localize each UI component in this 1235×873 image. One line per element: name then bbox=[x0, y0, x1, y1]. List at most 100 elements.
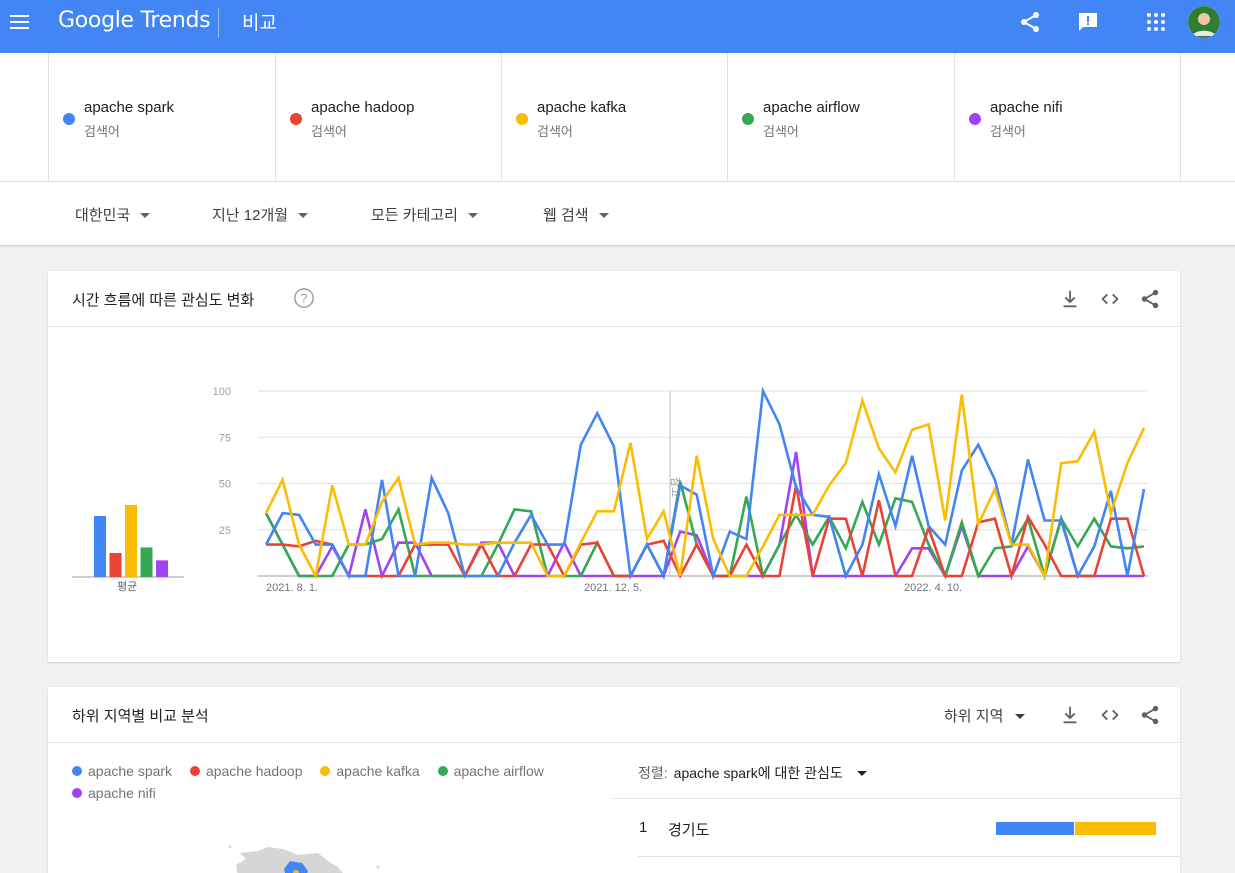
card-title: 시간 흐름에 따른 관심도 변화 bbox=[72, 292, 255, 309]
apps-icon[interactable] bbox=[1144, 10, 1168, 34]
term-type: 검색어 bbox=[84, 124, 120, 139]
subregion-legend: apache spark apache hadoop apache kafka … bbox=[72, 763, 592, 807]
share-icon[interactable] bbox=[1018, 10, 1042, 34]
legend-color-dot bbox=[320, 766, 331, 776]
embed-code-icon[interactable] bbox=[1099, 288, 1121, 310]
term-card-hadoop[interactable]: apache hadoop 검색어 bbox=[275, 53, 501, 182]
share-icon[interactable] bbox=[1139, 288, 1161, 310]
category-dropdown[interactable]: 모든 카테고리 bbox=[371, 204, 478, 225]
y-tick-label: 50 bbox=[219, 479, 231, 491]
dropdown-arrow-icon bbox=[140, 212, 151, 218]
x-tick-label: 2022. 4. 10. bbox=[904, 582, 962, 594]
sort-label: 정렬: bbox=[638, 765, 668, 781]
page-title: 비교 bbox=[242, 13, 277, 34]
series-line-apache-hadoop[interactable] bbox=[266, 485, 1146, 581]
sort-value: apache spark에 대한 관심도 bbox=[673, 765, 843, 781]
y-tick-label: 25 bbox=[219, 525, 231, 537]
legend-label: apache spark bbox=[88, 763, 173, 779]
region-share-bar-spark bbox=[996, 822, 1074, 835]
term-card-kafka[interactable]: apache kafka 검색어 bbox=[501, 53, 727, 182]
region-dropdown-label: 대한민국 bbox=[75, 207, 131, 224]
legend-label: apache nifi bbox=[88, 785, 156, 801]
series-line-apache-spark[interactable] bbox=[264, 386, 1146, 581]
compare-terms-bar: apache spark 검색어 apache hadoop 검색어 apach… bbox=[0, 53, 1235, 182]
period-dropdown[interactable]: 지난 12개월 bbox=[212, 204, 309, 225]
term-name: apache kafka bbox=[537, 99, 627, 116]
average-bar-apache-airflow[interactable] bbox=[140, 547, 153, 577]
dropdown-arrow-icon bbox=[856, 770, 867, 776]
legend-color-dot bbox=[437, 766, 448, 776]
svg-text:?: ? bbox=[300, 291, 307, 306]
region-row[interactable]: 1 경기도 bbox=[613, 798, 1180, 857]
average-bar-apache-kafka[interactable] bbox=[125, 504, 137, 577]
card-header: 시간 흐름에 따른 관심도 변화 ? bbox=[48, 271, 1180, 327]
account-avatar[interactable] bbox=[1188, 6, 1220, 38]
interest-over-time-card: 시간 흐름에 따른 관심도 변화 ? 평균 100 75 50 25 참고 2021. 8… bbox=[48, 271, 1180, 662]
sort-dropdown[interactable]: 정렬: apache spark에 대한 관심도 bbox=[638, 763, 867, 783]
legend-item-kafka: apache kafka bbox=[320, 763, 420, 779]
term-color-dot bbox=[742, 113, 754, 125]
average-bar-apache-hadoop[interactable] bbox=[109, 552, 122, 577]
row-divider bbox=[638, 856, 1180, 857]
term-name: apache spark bbox=[84, 99, 175, 116]
x-tick-label: 2021. 8. 1. bbox=[266, 582, 318, 594]
filter-bar: 대한민국 지난 12개월 모든 카테고리 웹 검색 bbox=[0, 182, 1235, 246]
dropdown-arrow-icon bbox=[598, 212, 609, 218]
y-tick-label: 100 bbox=[213, 386, 231, 398]
average-bar-apache-nifi[interactable] bbox=[156, 560, 168, 577]
share-icon[interactable] bbox=[1139, 704, 1161, 726]
avatar-image bbox=[1188, 6, 1220, 38]
term-color-dot bbox=[516, 113, 528, 125]
average-bar-chart bbox=[72, 504, 184, 578]
term-card-airflow[interactable]: apache airflow 검색어 bbox=[727, 53, 954, 182]
search-type-dropdown[interactable]: 웹 검색 bbox=[543, 204, 609, 225]
google-trends-logo[interactable]: Google Trends bbox=[58, 8, 211, 33]
legend-color-dot bbox=[189, 766, 200, 776]
download-icon[interactable] bbox=[1059, 704, 1081, 726]
x-tick-label: 2021. 12. 5. bbox=[584, 582, 642, 594]
term-type: 검색어 bbox=[537, 124, 573, 139]
subregion-scope-dropdown[interactable]: 하위 지역 bbox=[944, 705, 1026, 726]
term-type: 검색어 bbox=[990, 124, 1026, 139]
search-type-dropdown-label: 웹 검색 bbox=[543, 207, 589, 224]
subregion-card: 하위 지역별 비교 분석 하위 지역 apache spark apache h… bbox=[48, 687, 1180, 873]
legend-label: apache hadoop bbox=[205, 763, 303, 779]
dropdown-arrow-icon bbox=[467, 212, 478, 218]
region-share-bar-kafka bbox=[1075, 822, 1156, 835]
term-type: 검색어 bbox=[311, 124, 347, 139]
download-icon[interactable] bbox=[1059, 288, 1081, 310]
term-color-dot bbox=[63, 113, 75, 125]
card-header: 하위 지역별 비교 분석 하위 지역 bbox=[48, 687, 1180, 743]
term-color-dot bbox=[290, 113, 302, 125]
legend-label: apache airflow bbox=[453, 763, 544, 779]
period-dropdown-label: 지난 12개월 bbox=[212, 207, 289, 224]
term-name: apache airflow bbox=[763, 99, 860, 116]
legend-item-airflow: apache airflow bbox=[437, 763, 544, 779]
dropdown-arrow-icon bbox=[298, 212, 309, 218]
embed-code-icon[interactable] bbox=[1099, 704, 1121, 726]
term-name: apache nifi bbox=[990, 99, 1063, 116]
average-bar-apache-spark[interactable] bbox=[94, 516, 106, 577]
top-app-bar: Google Trends 비교 bbox=[0, 0, 1235, 53]
term-card-nifi[interactable]: apache nifi 검색어 bbox=[954, 53, 1181, 182]
region-rank: 1 bbox=[639, 819, 648, 836]
feedback-icon[interactable] bbox=[1076, 10, 1100, 34]
legend-item-nifi: apache nifi bbox=[72, 785, 156, 801]
category-dropdown-label: 모든 카테고리 bbox=[371, 207, 458, 224]
region-dropdown[interactable]: 대한민국 bbox=[75, 204, 151, 225]
dropdown-arrow-icon bbox=[1015, 713, 1026, 719]
header-divider bbox=[218, 8, 219, 38]
region-name: 경기도 bbox=[668, 822, 710, 839]
series-line-apache-nifi[interactable] bbox=[264, 451, 1144, 580]
series-line-apache-kafka[interactable] bbox=[264, 394, 1146, 581]
korea-map[interactable] bbox=[228, 817, 388, 873]
term-name: apache hadoop bbox=[311, 99, 415, 116]
legend-item-spark: apache spark bbox=[72, 763, 172, 779]
legend-color-dot bbox=[72, 788, 82, 798]
card-title: 하위 지역별 비교 분석 bbox=[72, 708, 209, 725]
menu-icon[interactable] bbox=[10, 12, 32, 30]
term-type: 검색어 bbox=[763, 124, 799, 139]
term-card-spark[interactable]: apache spark 검색어 bbox=[48, 53, 275, 182]
help-icon[interactable]: ? bbox=[293, 287, 315, 309]
